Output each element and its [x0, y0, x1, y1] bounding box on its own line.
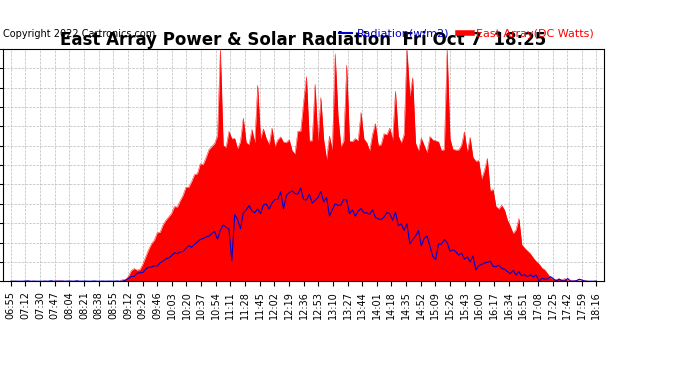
Text: Copyright 2022 Cartronics.com: Copyright 2022 Cartronics.com [3, 30, 156, 39]
Legend: Radiation(w/m2), East Array(DC Watts): Radiation(w/m2), East Array(DC Watts) [335, 24, 598, 43]
Title: East Array Power & Solar Radiation  Fri Oct 7  18:25: East Array Power & Solar Radiation Fri O… [61, 31, 546, 49]
